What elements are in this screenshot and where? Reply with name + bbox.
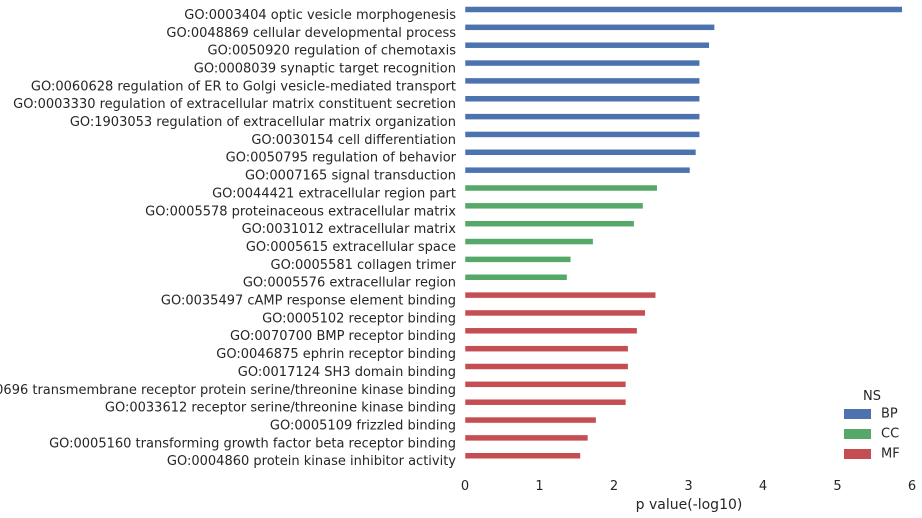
legend-title: NS — [863, 389, 881, 404]
bar — [464, 184, 658, 192]
bar — [464, 95, 700, 102]
bar — [464, 274, 568, 281]
category-label: GO:0003330 regulation of extracellular m… — [13, 97, 456, 112]
legend-swatch — [844, 449, 871, 459]
bar — [464, 131, 700, 138]
legend-items: BP CC MF — [844, 407, 900, 462]
category-label: GO:0050920 regulation of chemotaxis — [208, 44, 457, 59]
category-labels: GO:0003404 optic vesicle morphogenesis GO… — [0, 8, 457, 469]
bar — [464, 220, 635, 227]
category-label: GO:0046875 ephrin receptor binding — [216, 347, 456, 362]
bar — [464, 149, 697, 156]
bar — [464, 256, 572, 263]
bar — [464, 41, 710, 49]
legend: NS BP CC MF — [844, 389, 900, 462]
category-label: GO:0004860 protein kinase inhibitor acti… — [167, 454, 456, 469]
bar — [464, 77, 700, 85]
bar — [464, 59, 700, 67]
bar — [464, 202, 644, 210]
bar — [464, 434, 589, 442]
x-tick-label: 0 — [461, 479, 469, 494]
category-label: GO:0048869 cellular developmental proces… — [166, 26, 456, 41]
legend-swatch — [844, 409, 871, 419]
category-label: GO:0005578 proteinaceous extracellular m… — [145, 204, 456, 219]
bar — [464, 113, 700, 120]
category-label: GO:0070700 BMP receptor binding — [230, 329, 456, 344]
x-tick-label: 3 — [684, 479, 692, 494]
bar — [464, 363, 629, 370]
x-tick-label: 5 — [833, 479, 841, 494]
bar — [464, 309, 646, 317]
x-axis-label: p value(-log10) — [636, 497, 743, 513]
category-label: GO:0003404 optic vesicle morphogenesis — [184, 8, 456, 23]
x-tick-label: 1 — [535, 479, 543, 494]
bar — [464, 452, 581, 459]
bar — [464, 381, 627, 388]
category-label: GO:0005109 frizzled binding — [270, 418, 456, 433]
category-label: GO:0044421 extracellular region part — [212, 186, 456, 201]
x-tick-label: 4 — [759, 479, 767, 494]
category-label: GO:0005102 receptor binding — [262, 311, 456, 326]
category-label: GO:0005615 extracellular space — [246, 240, 456, 255]
bar — [464, 345, 629, 352]
category-label: GO:0005576 extracellular region — [243, 276, 456, 291]
legend-label: BP — [881, 407, 898, 422]
bar — [464, 398, 627, 406]
x-tick-label: 6 — [908, 479, 916, 494]
legend-label: CC — [881, 427, 899, 442]
category-label: GO:0060628 regulation of ER to Golgi ves… — [31, 79, 456, 94]
category-label: GO:0017124 SH3 domain binding — [238, 365, 456, 380]
bar — [464, 24, 715, 31]
bars — [464, 6, 903, 459]
x-axis-ticks: 0 1 2 3 4 5 6 — [461, 479, 916, 494]
bar — [464, 238, 594, 245]
bar — [464, 166, 691, 174]
bar — [464, 6, 903, 13]
x-tick-label: 2 — [610, 479, 618, 494]
category-label: GO:0030154 cell differentiation — [251, 133, 456, 148]
legend-swatch — [844, 429, 871, 439]
bar — [464, 416, 597, 424]
bar — [464, 291, 656, 299]
category-label: GO:0035497 cAMP response element binding — [161, 294, 456, 309]
category-label: GO:0070696 transmembrane receptor protei… — [0, 383, 456, 398]
category-label: GO:0033612 receptor serine/threonine kin… — [105, 401, 456, 416]
category-label: GO:0005581 collagen trimer — [271, 258, 457, 273]
category-label: GO:0031012 extracellular matrix — [242, 222, 457, 237]
legend-label: MF — [881, 447, 900, 462]
bar — [464, 327, 638, 335]
category-label: GO:0007165 signal transduction — [245, 169, 456, 184]
category-label: GO:1903053 regulation of extracellular m… — [70, 115, 456, 130]
category-label: GO:0008039 synaptic target recognition — [194, 61, 456, 76]
category-label: GO:0050795 regulation of behavior — [226, 151, 457, 166]
category-label: GO:0005160 transforming growth factor be… — [49, 436, 456, 451]
